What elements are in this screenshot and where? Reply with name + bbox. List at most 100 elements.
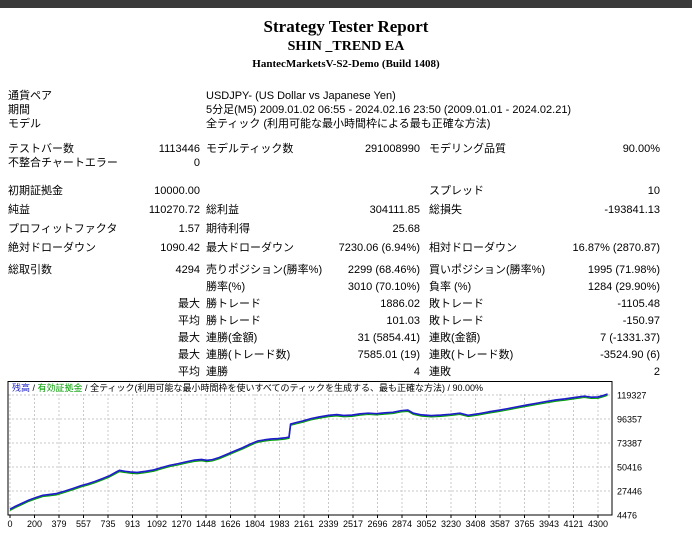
value-cell: 平均 [178, 315, 200, 327]
label-cell [8, 279, 148, 296]
y-tick-label: 50416 [617, 463, 642, 473]
value-cell: 最大 [178, 349, 200, 361]
y-tick-label: 27446 [617, 487, 642, 497]
label-cell: 連勝 [206, 366, 228, 378]
chart-legend: 残高 / 有効証拠金 / 全ティック(利用可能な最小時間枠を使いすべてのティック… [12, 382, 483, 393]
trades-row: 最大 勝トレード 1886.02 敗トレード -1105.48 [8, 296, 660, 313]
value-cell: 4 [413, 366, 420, 378]
label-cell: 不整合チャートエラー [8, 157, 118, 169]
value-cell: 25.68 [392, 223, 420, 235]
label-cell: 相対ドローダウン [429, 242, 517, 254]
label-cell: 勝トレード [206, 298, 261, 310]
value-cell: 最大 [178, 298, 200, 310]
label-cell: モデルティック数 [206, 143, 294, 155]
label-cell: 期待利得 [206, 223, 250, 235]
value-cell: -1105.48 [617, 298, 660, 310]
label-cell: 連敗 [429, 366, 451, 378]
value-cell: 7230.06 (6.94%) [338, 242, 420, 254]
value-cell: 2 [653, 366, 660, 378]
section-gap [8, 131, 660, 142]
money-row: 純益 110270.72 総利益 304111.85 総損失 -193841.13 [8, 201, 660, 220]
value-cell: 16.87% (2870.87) [572, 242, 660, 254]
symbol-info-row: 期間 5分足(M5) 2009.01.02 06:55 - 2024.02.16 … [8, 103, 660, 117]
chart-background [0, 381, 692, 533]
label-cell [8, 313, 148, 330]
label-cell: プロフィットファクタ [8, 223, 118, 235]
value-cell: 1090.42 [160, 242, 200, 254]
label-cell: 通貨ペア [8, 90, 52, 102]
value-cell: 3010 (70.10%) [347, 281, 420, 293]
value-cell: 1.57 [178, 223, 200, 235]
legend-part: 残高 [12, 382, 30, 393]
label-cell: 連勝(金額) [206, 332, 258, 344]
value-cell: 31 (5854.41) [357, 332, 420, 344]
label-cell: USDJPY- (US Dollar vs Japanese Yen) [206, 90, 396, 102]
label-cell: 連敗(金額) [429, 332, 481, 344]
label-cell [200, 156, 312, 170]
legend-part: / [30, 383, 38, 393]
y-tick-label: 119327 [617, 391, 646, 401]
value-cell: 1113446 [158, 143, 200, 155]
legend-part: 全ティック(利用可能な最小時間枠を使いすべてのティックを生成する、最も正確な方法… [90, 382, 483, 393]
model-info-row: テストバー数 1113446 モデルティック数 291008990 モデリング品質 90.… [8, 142, 660, 156]
value-cell: 7 (-1331.37) [600, 332, 660, 344]
y-tick-label: 4476 [617, 511, 637, 521]
label-cell: モデリング品質 [429, 143, 506, 155]
value-cell: 7585.01 (19) [357, 349, 420, 361]
label-cell [8, 330, 148, 347]
value-cell: 最大 [178, 332, 200, 344]
value-cell: 291008990 [364, 143, 420, 155]
value-cell: 110270.72 [148, 204, 200, 216]
value-cell: -3524.90 (6) [600, 349, 660, 361]
ea-name: SHIN _TREND EA [287, 39, 405, 54]
label-cell [200, 182, 312, 201]
label-cell: 負率 (%) [429, 281, 472, 293]
label-cell: 連勝(トレード数) [206, 349, 291, 361]
value-cell: 90.00% [622, 143, 660, 155]
trades-row: 平均 連勝 4 連敗 2 [8, 364, 660, 381]
label-cell: 敗トレード [429, 298, 484, 310]
top-border-strip [0, 0, 692, 8]
value-cell [148, 279, 200, 296]
value-cell: 2299 (68.46%) [347, 264, 420, 276]
money-row: 初期証拠金 10000.00 スプレッド 10 [8, 182, 660, 201]
label-cell: 勝トレード [206, 315, 261, 327]
balance-line [9, 393, 608, 510]
value-cell: 1284 (29.90%) [587, 281, 660, 293]
label-cell: 連敗(トレード数) [429, 349, 514, 361]
label-cell: 全ティック (利用可能な最小時間枠による最も正確な方法) [206, 118, 491, 130]
label-cell: 総利益 [206, 204, 239, 216]
legend-part: / [83, 383, 91, 393]
model-info-row: 不整合チャートエラー 0 [8, 156, 660, 170]
page-title: Strategy Tester Report [263, 17, 429, 36]
label-cell: 売りポジション(勝率%) [206, 264, 323, 276]
label-cell: 勝率(%) [206, 281, 246, 293]
server-build: HantecMarketsV-S2-Demo (Build 1408) [252, 58, 440, 70]
label-cell: 総取引数 [8, 264, 52, 276]
trades-row: 最大 連勝(金額) 31 (5854.41) 連敗(金額) 7 (-1331.37) [8, 330, 660, 347]
y-tick-label: 73387 [617, 438, 642, 448]
money-row: プロフィットファクタ 1.57 期待利得 25.68 [8, 220, 660, 239]
value-cell: 10 [647, 185, 660, 197]
label-cell [8, 347, 148, 364]
label-cell: 純益 [8, 204, 30, 216]
balance-chart: 0 200 379 557 735 913 1092 1270 1448 1626 1804 1983… [0, 381, 692, 533]
value-cell [148, 103, 200, 117]
label-cell: 5分足(M5) 2009.01.02 06:55 - 2024.02.16 23… [206, 104, 572, 116]
value-cell [312, 156, 420, 170]
value-cell: 101.03 [386, 315, 420, 327]
label-cell: 敗トレード [429, 315, 484, 327]
label-cell: 絶対ドローダウン [8, 242, 96, 254]
label-cell [8, 364, 148, 381]
value-cell [148, 89, 200, 103]
value-cell: 4294 [175, 264, 200, 276]
label-cell [420, 220, 548, 239]
value-cell [548, 156, 660, 170]
label-cell [8, 296, 148, 313]
label-cell: 総損失 [429, 204, 462, 216]
label-cell: テストバー数 [8, 143, 74, 155]
label-cell: 買いポジション(勝率%) [429, 264, 546, 276]
equity-line [9, 394, 608, 511]
report-header: Strategy Tester Report SHIN _TREND EA Ha… [0, 17, 692, 71]
value-cell: -193841.13 [604, 204, 660, 216]
